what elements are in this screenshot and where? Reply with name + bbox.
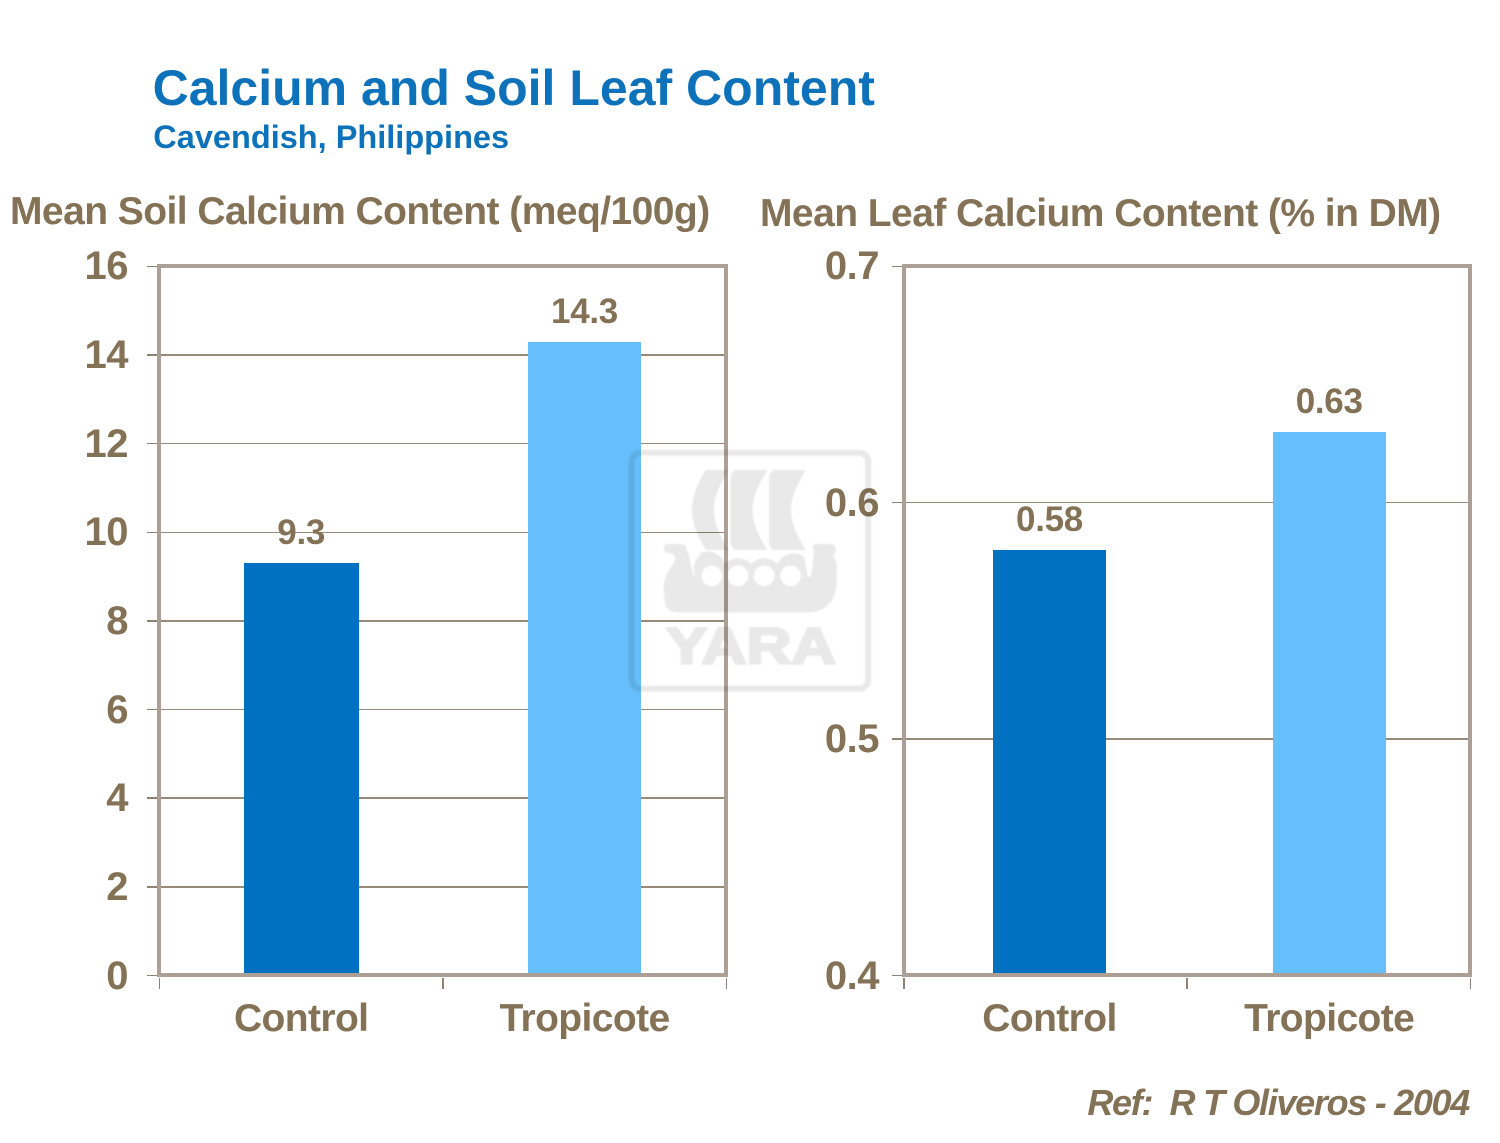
svg-text:YARA: YARA	[666, 618, 836, 675]
